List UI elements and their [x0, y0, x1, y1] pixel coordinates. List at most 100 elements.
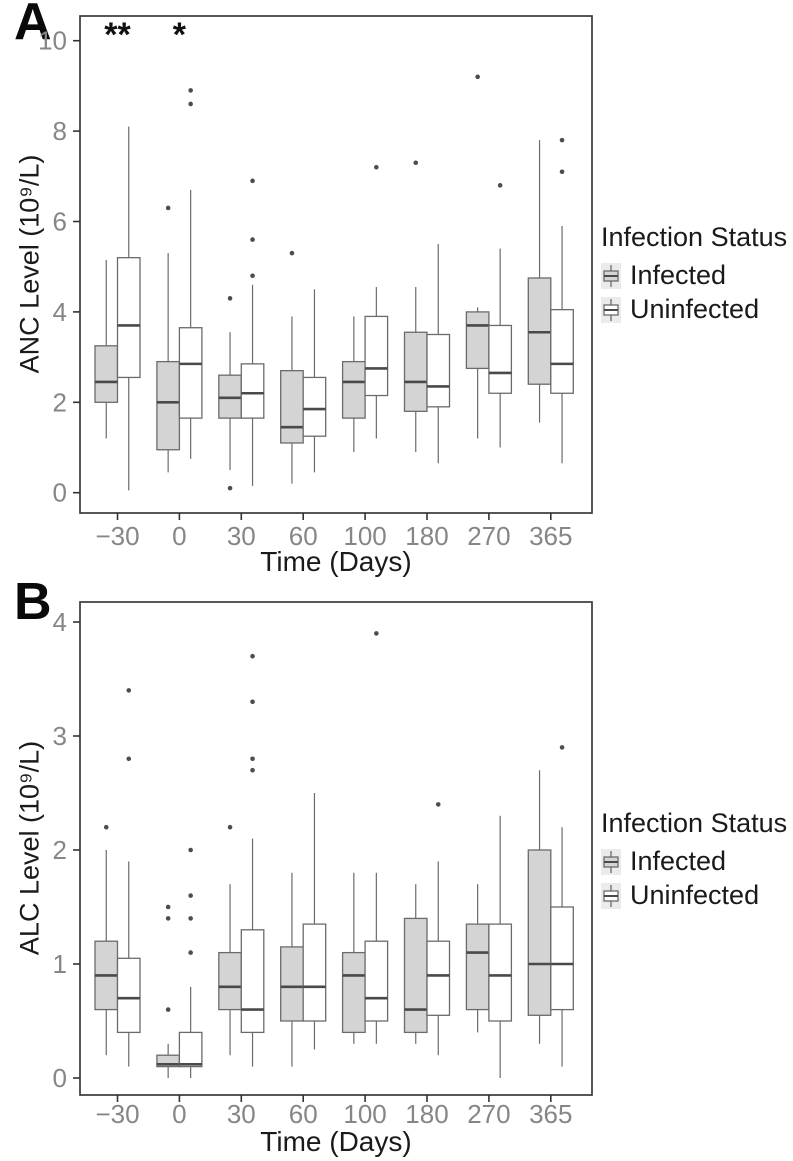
plot-border — [79, 15, 593, 514]
outlier-point — [559, 745, 565, 750]
boxplot-infected-180 — [403, 884, 428, 1044]
y-axis-tick-label: 0 — [53, 478, 67, 508]
boxplot-infected-0 — [156, 904, 181, 1078]
iqr-box — [426, 333, 451, 408]
outlier-point — [165, 904, 171, 910]
y-axis-tick-label: 8 — [53, 116, 67, 146]
outlier-point — [250, 237, 255, 242]
iqr-box — [527, 849, 552, 1016]
uninfected-boxplot-key-icon — [601, 882, 621, 909]
outlier-point — [559, 169, 565, 175]
legend-title: Infection Status — [601, 222, 788, 252]
iqr-box — [550, 308, 574, 394]
iqr-box — [116, 957, 141, 1034]
x-axis-tick-label: 270 — [467, 521, 510, 551]
y-axis-tick-label: 6 — [53, 207, 67, 237]
boxplot-uninfected-−30 — [116, 126, 141, 491]
significance-marker: ** — [104, 16, 131, 54]
iqr-box — [341, 951, 366, 1034]
outlier-point — [374, 164, 379, 170]
outlier-point — [497, 183, 503, 188]
outlier-point — [103, 824, 109, 830]
outlier-point — [250, 178, 255, 184]
x-axis-tick-label: 30 — [227, 1099, 256, 1129]
x-axis-tick-label: 180 — [405, 1099, 448, 1129]
boxplot-uninfected-0 — [178, 847, 203, 1078]
iqr-box — [94, 345, 119, 403]
boxplot-uninfected-270 — [488, 183, 513, 448]
outlier-point — [374, 631, 379, 636]
x-axis-tick-label: 365 — [529, 521, 572, 551]
boxplot-uninfected-365 — [550, 137, 574, 464]
x-axis-tick-label: 30 — [227, 521, 256, 551]
iqr-box — [550, 906, 574, 1011]
y-axis-tick-label: 3 — [53, 721, 67, 751]
iqr-box — [341, 360, 366, 419]
x-axis-tick-label: −30 — [95, 521, 139, 551]
panel-a: A ANC Level (10⁹/L) 0 2 4 6 8 10 −30 0 30 60 100 18… — [0, 0, 793, 580]
legend-item-infected: Infected — [601, 260, 787, 291]
infected-boxplot-key-icon — [601, 848, 621, 875]
y-axis-tick-label: 4 — [53, 607, 67, 637]
outlier-point — [188, 88, 193, 93]
boxplot-uninfected-180 — [426, 244, 451, 464]
iqr-box — [364, 315, 389, 397]
x-axis-tick-label: 60 — [289, 1099, 318, 1129]
outlier-point — [165, 916, 171, 921]
uninfected-boxplot-key-icon — [601, 296, 621, 323]
boxplot-infected-100 — [341, 316, 366, 453]
iqr-box — [364, 940, 389, 1022]
outlier-point — [227, 485, 233, 491]
y-axis-tick-label: 4 — [53, 297, 67, 327]
panel-b: B ALC Level (10⁹/L) 0 1 2 3 4 −30 0 30 60 100 180 2… — [0, 573, 793, 1161]
x-axis-tick-label: 365 — [529, 1099, 572, 1129]
legend-label-uninfected: Uninfected — [630, 294, 760, 324]
x-axis-tick-label: 270 — [467, 1099, 510, 1129]
x-axis-tick-label: −30 — [95, 1099, 139, 1129]
y-axis-tick-label: 0 — [53, 1063, 67, 1093]
boxplot-infected-60 — [280, 872, 304, 1067]
iqr-box — [426, 940, 451, 1016]
legend-label-infected: Infected — [630, 260, 727, 290]
outlier-point — [475, 74, 480, 80]
boxplot-uninfected-0 — [178, 88, 203, 459]
panel-label-a: A — [14, 0, 52, 51]
boxplot-uninfected-−30 — [116, 688, 141, 1067]
outlier-point — [413, 160, 419, 166]
legend-item-uninfected: Uninfected — [601, 294, 787, 325]
outlier-point — [289, 250, 295, 256]
boxplot-uninfected-60 — [302, 793, 327, 1050]
boxplot-infected-270 — [465, 884, 490, 1033]
boxplot-uninfected-100 — [364, 631, 389, 1044]
boxplot-uninfected-100 — [364, 164, 389, 439]
boxplot-infected-180 — [403, 160, 428, 453]
boxplot-infected-60 — [280, 250, 304, 484]
iqr-box — [403, 331, 428, 412]
boxplot-panel-b: 0 1 2 3 4 −30 0 30 60 100 180 270 365 Time (Days) — [53, 601, 593, 1157]
x-axis-title: Time (Days) — [260, 546, 411, 577]
outlier-point — [188, 916, 193, 921]
iqr-box — [116, 257, 141, 379]
plot-border — [79, 601, 593, 1096]
outlier-point — [250, 756, 255, 762]
y-axis-tick-label: 10 — [38, 26, 67, 56]
iqr-box — [465, 923, 490, 1011]
boxplot-infected-270 — [465, 74, 490, 439]
legend-a: Infection Status Infected Uninfected — [601, 222, 787, 325]
iqr-box — [280, 946, 304, 1022]
iqr-box — [240, 929, 265, 1034]
boxplot-infected-365 — [527, 770, 552, 1044]
legend-label-uninfected: Uninfected — [630, 880, 760, 910]
boxplot-infected-30 — [218, 824, 242, 1056]
boxplot-infected-365 — [527, 140, 552, 423]
outlier-point — [188, 847, 193, 853]
y-axis-tick-label: 2 — [53, 387, 67, 417]
boxplot-uninfected-270 — [488, 815, 513, 1078]
outlier-point — [559, 137, 565, 143]
boxplot-infected-30 — [218, 296, 242, 491]
iqr-box — [465, 311, 490, 370]
outlier-point — [227, 296, 233, 301]
x-axis-tick-label: 60 — [289, 521, 318, 551]
outlier-point — [126, 756, 132, 762]
iqr-box — [240, 363, 265, 419]
